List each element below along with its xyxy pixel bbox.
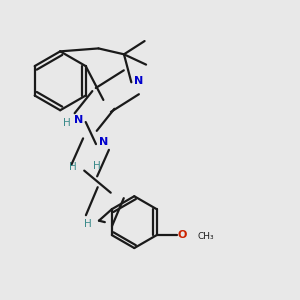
Text: H: H	[84, 219, 92, 229]
Text: N: N	[74, 115, 83, 125]
Text: H: H	[93, 161, 101, 172]
Text: H: H	[69, 162, 77, 172]
Text: N: N	[99, 137, 108, 147]
Text: O: O	[178, 230, 187, 240]
Text: CH₃: CH₃	[197, 232, 214, 241]
Text: N: N	[134, 76, 143, 86]
Text: H: H	[63, 118, 70, 128]
